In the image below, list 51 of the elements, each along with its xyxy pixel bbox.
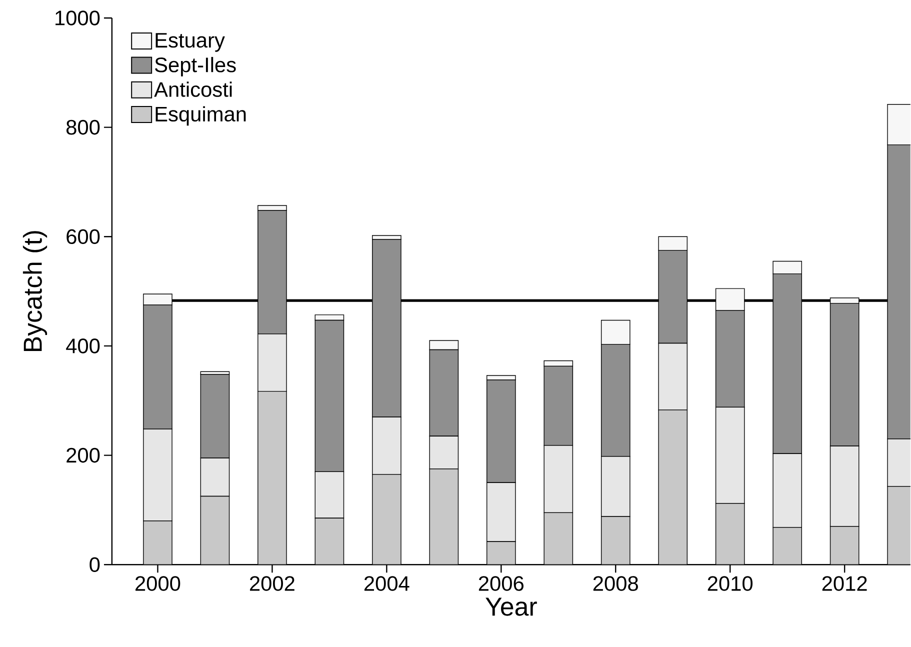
- bar: [258, 334, 287, 392]
- bar: [715, 310, 745, 408]
- bar: [658, 343, 688, 410]
- bar: [429, 350, 459, 437]
- bar: [429, 340, 459, 350]
- y-tick-label: 800: [66, 120, 100, 135]
- bar: [544, 366, 574, 446]
- bar: [372, 239, 402, 418]
- bar: [600, 456, 630, 518]
- bar: [314, 472, 344, 519]
- bar: [658, 250, 688, 344]
- bar: [772, 274, 802, 454]
- bar: [429, 436, 459, 470]
- bar: [258, 205, 287, 211]
- bar: [830, 303, 860, 447]
- bar: [600, 320, 630, 345]
- bar: [544, 445, 574, 514]
- y-tick-label: 200: [66, 448, 100, 463]
- bar: [200, 374, 230, 459]
- legend-label: Esquiman: [156, 106, 246, 126]
- bar: [314, 320, 344, 472]
- bar: [544, 360, 574, 367]
- bar: [200, 458, 230, 497]
- y-tick-label: 1000: [56, 10, 100, 26]
- bar: [486, 482, 516, 542]
- x-tick-label: 2006: [478, 576, 524, 592]
- x-tick-label: 2002: [250, 576, 294, 592]
- legend-label: Sept-Iles: [155, 57, 236, 77]
- bar: [486, 380, 516, 484]
- x-tick-label: 2012: [822, 576, 867, 592]
- legend-label: Anticosti: [154, 82, 232, 98]
- bar: [258, 210, 287, 334]
- bar: [830, 446, 860, 527]
- bar: [772, 261, 802, 274]
- bar: [372, 416, 402, 475]
- x-axis-title: Year: [486, 598, 537, 616]
- bar: [715, 407, 745, 504]
- y-tick-label: 600: [66, 229, 100, 244]
- bar: [600, 344, 630, 457]
- legend-label: Estuary: [156, 33, 225, 52]
- bar: [772, 454, 802, 528]
- x-tick-label: 2000: [136, 576, 180, 592]
- x-tick-label: 2008: [593, 576, 638, 592]
- y-tick-label: 0: [90, 557, 100, 572]
- bar: [143, 428, 172, 522]
- x-tick-label: 2004: [364, 576, 410, 592]
- y-axis-title: Bycatch (t): [22, 231, 48, 352]
- x-tick-label: 2010: [708, 576, 753, 592]
- bar: [658, 236, 688, 251]
- y-tick-label: 400: [66, 338, 100, 354]
- bar: [143, 304, 172, 430]
